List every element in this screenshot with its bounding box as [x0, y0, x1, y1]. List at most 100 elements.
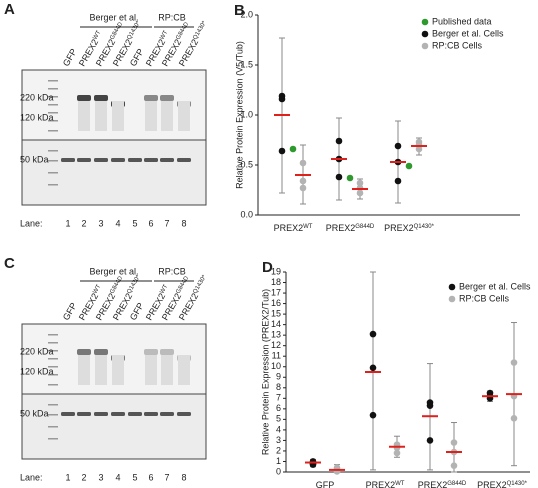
x-tick-label: PREX2Q1430*	[477, 480, 528, 488]
ladder-band	[48, 404, 58, 406]
lane-number: 8	[181, 218, 186, 228]
band	[160, 158, 174, 162]
smear	[78, 355, 90, 385]
x-tick-label: PREX2G844D	[418, 480, 467, 488]
lane-number: 7	[164, 472, 169, 482]
ladder-band	[48, 150, 58, 152]
y-tick-label: 14	[271, 319, 281, 329]
point	[450, 439, 458, 446]
point	[289, 145, 297, 153]
band	[94, 158, 108, 162]
y-tick-label: 18	[271, 277, 281, 287]
lane-label: GFP	[61, 47, 79, 68]
y-tick-label: 3	[276, 435, 281, 445]
band	[160, 412, 174, 416]
lane-number: 2	[81, 218, 86, 228]
band	[77, 412, 91, 416]
y-tick-label: 13	[271, 330, 281, 340]
ladder-band	[48, 414, 58, 416]
lane-label-base: GFP	[61, 47, 79, 68]
legend-label: Berger et al. Cells	[459, 281, 531, 291]
ladder-band	[48, 358, 58, 360]
x-tick-label: GFP	[316, 480, 335, 488]
lane-number: 5	[132, 472, 137, 482]
legend-label: RP:CB Cells	[432, 40, 483, 50]
y-tick-label: 19	[271, 266, 281, 276]
smear	[178, 355, 190, 385]
lane-label-base: GFP	[128, 301, 146, 322]
x-tick-label-base: PREX2	[418, 480, 448, 488]
point	[393, 449, 401, 457]
y-tick-label: 17	[271, 287, 281, 297]
band	[144, 349, 158, 355]
marker-label: 120 kDa	[20, 366, 54, 376]
ladder-band	[48, 130, 58, 132]
ladder-band	[48, 334, 58, 336]
x-tick-label: PREX2WT	[274, 223, 313, 233]
x-tick-label-sup: Q1430*	[507, 481, 528, 487]
point	[405, 162, 413, 170]
x-tick-label-sup: Q1430*	[414, 224, 435, 230]
panel-label: B	[234, 2, 245, 19]
lane-number: 3	[98, 472, 103, 482]
lane-number: 1	[65, 218, 70, 228]
band	[94, 412, 108, 416]
point	[335, 173, 343, 181]
point	[278, 147, 286, 155]
legend-swatch	[448, 295, 456, 303]
lane-label-sup: Q1430*	[192, 20, 208, 41]
band	[177, 412, 191, 416]
point	[299, 177, 307, 185]
y-tick-label: 1.5	[240, 59, 253, 69]
legend-swatch	[448, 283, 456, 291]
x-tick-label: PREX2Q1430*	[384, 223, 435, 233]
band	[144, 95, 158, 101]
smear	[112, 355, 124, 385]
y-tick-label: 4	[276, 424, 281, 434]
smear	[95, 355, 107, 385]
lane-label-sup: WT	[159, 29, 169, 40]
y-tick-label: 6	[276, 403, 281, 413]
point	[369, 364, 377, 372]
y-tick-label: 1	[276, 456, 281, 466]
y-tick-label: 0	[276, 466, 281, 476]
marker-label: 50 kDa	[20, 154, 49, 164]
group-label: RP:CB	[158, 12, 186, 22]
lane-number: 4	[115, 218, 120, 228]
point	[426, 437, 434, 444]
y-tick-label: 2.0	[240, 9, 253, 19]
legend-swatch	[421, 30, 429, 38]
lane-label: GFP	[128, 301, 146, 322]
y-tick-label: 0.5	[240, 159, 253, 169]
group-label: Berger et al.	[89, 12, 138, 22]
marker-label: 50 kDa	[20, 408, 49, 418]
group-label: RP:CB	[158, 266, 186, 276]
ladder-band	[48, 184, 58, 186]
x-tick-label-base: PREX2	[477, 480, 507, 488]
ladder-band	[48, 384, 58, 386]
ladder-band	[48, 160, 58, 162]
band	[128, 412, 142, 416]
band	[94, 95, 108, 101]
smear	[161, 355, 173, 385]
lane-title: Lane:	[20, 472, 43, 482]
x-tick-label-base: PREX2	[274, 223, 304, 233]
band	[111, 412, 125, 416]
lane-title: Lane:	[20, 218, 43, 228]
band	[61, 158, 75, 162]
lane-label-sup: G844D	[175, 21, 190, 41]
panel-label: D	[262, 259, 273, 276]
lane-label: GFP	[61, 301, 79, 322]
marker-label: 220 kDa	[20, 346, 54, 356]
ladder-band	[48, 438, 58, 440]
band	[77, 349, 91, 355]
y-tick-label: 7	[276, 393, 281, 403]
band	[160, 349, 174, 355]
x-tick-label-sup: G844D	[355, 224, 375, 230]
point	[278, 95, 286, 103]
lane-label-sup: G844D	[109, 21, 124, 41]
ladder-band	[48, 426, 58, 428]
lane-number: 5	[132, 218, 137, 228]
y-tick-label: 12	[271, 340, 281, 350]
